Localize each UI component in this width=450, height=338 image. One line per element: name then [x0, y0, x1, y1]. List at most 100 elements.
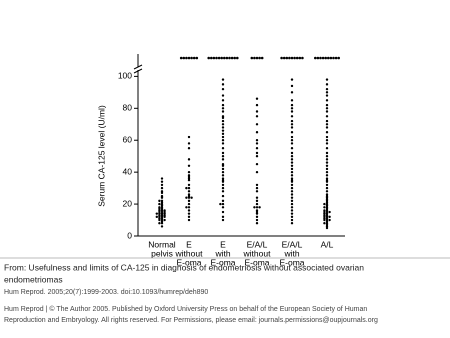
dot: [328, 210, 331, 214]
dot-above-break: [298, 56, 302, 60]
dot: [325, 177, 329, 180]
dot: [325, 186, 329, 190]
dot: [325, 78, 329, 81]
dot: [221, 194, 225, 198]
dot: [221, 94, 225, 97]
dot: [253, 206, 256, 209]
dot-above-break: [182, 56, 186, 60]
dot: [187, 164, 191, 167]
dot: [290, 161, 294, 164]
dot: [187, 174, 191, 177]
dot: [158, 199, 161, 203]
dot: [221, 162, 225, 166]
x-tick-label: E: [220, 239, 226, 249]
dot: [255, 131, 259, 134]
dot: [221, 107, 225, 110]
dot-above-break: [258, 56, 261, 60]
dot: [255, 196, 259, 199]
dot: [221, 142, 225, 145]
dot: [290, 147, 294, 150]
dot-above-break: [192, 56, 196, 60]
dot: [325, 167, 329, 171]
dot: [325, 87, 329, 91]
dot: [221, 110, 225, 113]
y-tick-label: 80: [123, 103, 133, 113]
dot: [290, 170, 294, 174]
dot: [221, 132, 225, 136]
dot: [290, 164, 294, 167]
caption-line: endometriomas: [4, 274, 63, 284]
dot: [290, 154, 294, 158]
dot-above-break: [319, 56, 322, 60]
x-tick-label: E: [186, 239, 192, 249]
dot-above-break: [179, 56, 183, 60]
citation: Hum Reprod. 2005;20(7):1999-2003. doi:10…: [4, 289, 208, 296]
dot: [325, 158, 329, 161]
dot: [290, 142, 294, 145]
x-tick-label: with: [283, 248, 299, 258]
dot: [158, 202, 161, 206]
dot: [221, 158, 225, 161]
dot: [163, 218, 166, 222]
y-tick-label: 100: [118, 71, 132, 81]
dot-above-break: [314, 56, 317, 60]
dot: [221, 83, 225, 86]
dot: [255, 186, 259, 190]
dot: [221, 199, 225, 203]
dot: [221, 186, 225, 190]
dot: [255, 222, 259, 225]
dot: [325, 103, 329, 107]
dot-above-break: [337, 56, 341, 60]
dot: [221, 170, 225, 174]
dot: [255, 206, 259, 209]
y-tick-label: 0: [127, 230, 132, 240]
dot: [325, 170, 329, 174]
y-tick-label: 60: [123, 134, 133, 144]
dot: [255, 147, 259, 150]
dot-above-break: [215, 56, 218, 60]
dot-above-break: [223, 56, 226, 60]
dot: [221, 151, 225, 155]
dot-above-break: [207, 56, 210, 60]
dot: [255, 170, 259, 174]
dot: [255, 162, 259, 166]
dot-above-break: [253, 56, 256, 60]
dot-above-break: [255, 56, 259, 60]
dot: [221, 147, 225, 150]
dot: [325, 161, 329, 164]
dot-above-break: [327, 56, 330, 60]
copyright: Hum Reprod | © The Author 2005. Publishe…: [4, 305, 367, 313]
dot: [290, 151, 294, 155]
dot-above-break: [282, 56, 286, 60]
dot-above-break: [220, 56, 223, 60]
dot: [187, 183, 191, 187]
dot: [328, 215, 331, 219]
y-tick-label: 20: [123, 198, 133, 208]
dot: [290, 183, 294, 187]
dot: [160, 183, 164, 187]
dot: [325, 107, 329, 110]
dot: [160, 180, 164, 183]
dot: [290, 110, 294, 113]
dot-above-break: [290, 56, 294, 60]
dot: [290, 115, 294, 118]
dot: [290, 78, 294, 81]
dot-above-break: [329, 56, 333, 60]
dot: [255, 142, 259, 145]
dot: [221, 87, 225, 91]
axis-break: [133, 68, 143, 74]
dot: [190, 196, 193, 199]
dot: [323, 206, 326, 209]
x-tick-label: with: [214, 248, 230, 258]
dot: [325, 110, 329, 113]
x-tick-label: E-oma: [210, 257, 235, 267]
dot: [323, 202, 326, 206]
dot: [290, 222, 294, 225]
dot: [187, 202, 191, 206]
x-tick-label: E-oma: [176, 257, 201, 267]
dot-above-break: [185, 56, 188, 60]
dot: [187, 206, 191, 209]
dot: [221, 215, 225, 219]
